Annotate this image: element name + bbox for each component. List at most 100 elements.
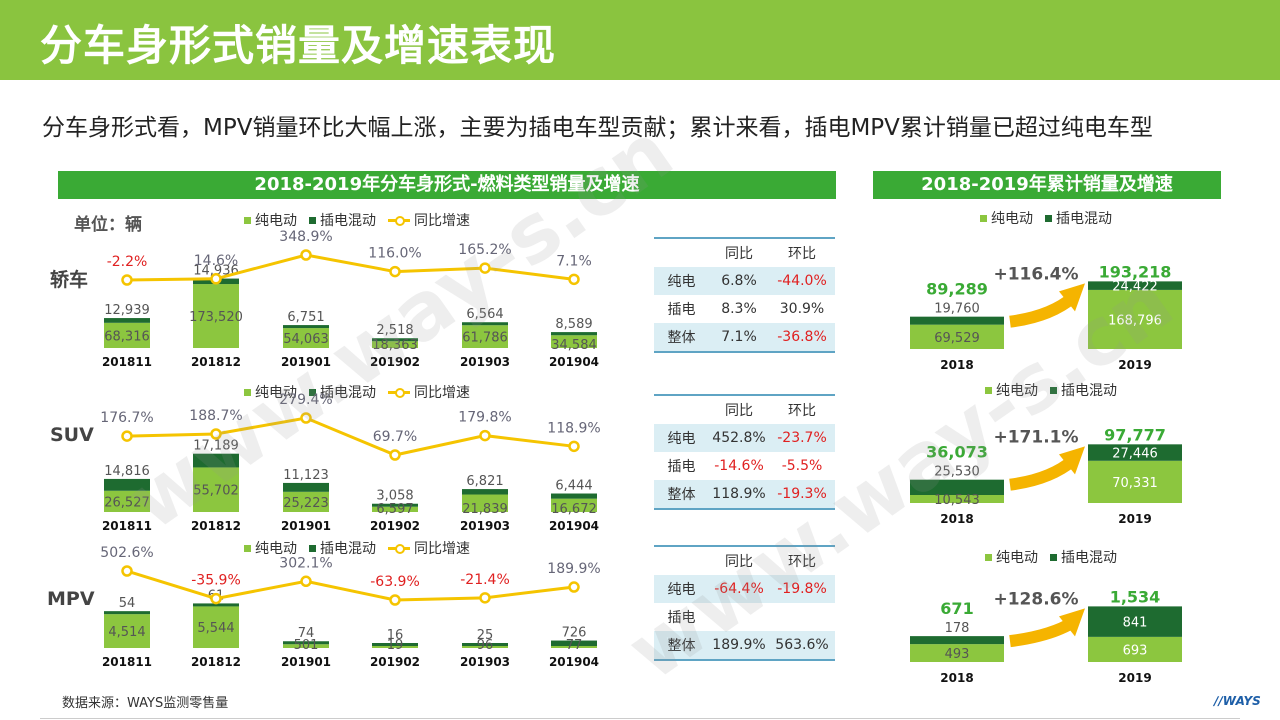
bar-ev (372, 646, 418, 648)
stat-table-suv: 同比 环比 纯电 452.8% -23.7% 插电 -14.6% -5.5% 整体 118.… (654, 396, 835, 508)
growth-label: 502.6% (100, 545, 153, 561)
growth-label: -2.2% (107, 254, 148, 270)
growth-label: 118.9% (547, 420, 600, 436)
category-label: 2019 (1118, 671, 1151, 685)
category-label: 201812 (191, 655, 241, 669)
right-section-title: 2018-2019年累计销量及增速 (873, 171, 1221, 199)
legend-suv: 纯电动 插电混动 同比增速 (244, 382, 482, 402)
bar-phev (104, 611, 150, 615)
bar-phev (193, 603, 239, 607)
legend-phev-label: 插电混动 (320, 541, 376, 557)
table-rule (654, 659, 835, 661)
bar-ev-label: 5,544 (197, 621, 234, 636)
row-label-sedan: 轿车 (50, 269, 89, 291)
growth-point (210, 428, 222, 440)
table-header-mom: 环比 (788, 403, 816, 419)
growth-line-icon (388, 216, 410, 226)
growth-point (121, 274, 133, 286)
growth-label: 189.9% (547, 561, 600, 577)
bar-ev-label: 77 (566, 638, 583, 653)
category-label: 2018 (940, 512, 973, 526)
cum-phev-label: 25,530 (934, 465, 980, 480)
cum-bar-phev (1088, 281, 1182, 290)
growth-label: 176.7% (100, 410, 153, 426)
legend-phev-label: 插电混动 (320, 385, 376, 401)
growth-arrow (1009, 455, 1077, 491)
bar-ev (462, 646, 508, 648)
bar-phev-label: 54 (119, 596, 136, 611)
cum-bar-phev (910, 479, 1004, 495)
category-label: 201902 (370, 355, 420, 369)
table-row-label: 纯电 (654, 267, 709, 295)
arrow-head-icon (1059, 446, 1085, 475)
bar-phev-label: 6,751 (287, 310, 324, 325)
bar-ev-label: 68,316 (104, 329, 150, 344)
bar-phev-label: 17,189 (193, 439, 239, 454)
bar-ev (551, 646, 597, 648)
table-row-label: 插电 (667, 302, 696, 318)
title-bar: 分车身形式销量及增速表现 (0, 0, 1280, 80)
cum-ev-label: 69,529 (934, 331, 980, 346)
table-row-label: 插电 (667, 459, 696, 475)
cum-bar-phev (910, 316, 1004, 325)
cum-bar-phev (1088, 606, 1182, 637)
bar-phev (462, 489, 508, 495)
logo-mark-icon: ∕∕ (1214, 694, 1223, 708)
bar-phev (283, 325, 329, 329)
cum-growth-label: +171.1% (993, 427, 1078, 447)
legend-phev-label: 插电混动 (1061, 550, 1117, 566)
growth-line-icon (388, 388, 410, 398)
table-rule (654, 237, 835, 239)
bar-phev-label: 14,816 (104, 464, 150, 479)
category-label: 201811 (102, 655, 152, 669)
category-label: 201903 (460, 655, 510, 669)
bar-phev-label: 3,058 (376, 489, 413, 504)
table-cell-yoy: 118.9% (709, 480, 769, 508)
growth-label: -63.9% (370, 574, 420, 590)
table-cell-mom: -36.8% (769, 323, 835, 351)
legend-ev-label: 纯电动 (255, 385, 297, 401)
cum-phev-label: 24,422 (1112, 280, 1158, 295)
growth-arrow (1009, 292, 1077, 328)
growth-point (389, 265, 401, 278)
data-source: 数据来源：WAYS监测零售量 (62, 696, 229, 711)
bar-ev (104, 614, 150, 648)
legend-phev-label: 插电混动 (320, 213, 376, 229)
growth-label: 14.6% (194, 253, 238, 269)
cum-bar-phev (910, 636, 1004, 645)
category-label: 201903 (460, 519, 510, 533)
cum-total-label: 97,777 (1104, 425, 1166, 444)
bar-ev-label: 173,520 (189, 310, 243, 325)
category-label: 2019 (1118, 512, 1151, 526)
table-cell-mom: -5.5% (781, 458, 823, 474)
legend-ev-label: 纯电动 (996, 383, 1038, 399)
bar-phev-label: 12,939 (104, 303, 150, 318)
row-label-mpv: MPV (47, 588, 95, 610)
bar-ev-label: 21,839 (462, 502, 508, 517)
growth-point (568, 440, 580, 453)
table-cell-mom: -19.3% (769, 480, 835, 508)
stat-table-mpv: 同比 环比 纯电 -64.4% -19.8% 插电 整体 189.9% 563.6% (654, 547, 835, 659)
bar-phev-label: 25 (477, 628, 494, 643)
growth-label: 165.2% (458, 242, 511, 258)
bar-phev-label: 6,821 (466, 474, 503, 489)
category-label: 201901 (281, 655, 331, 669)
cum-bar-ev (910, 495, 1004, 503)
growth-label: 279.4% (279, 392, 332, 408)
table-rule (654, 508, 835, 510)
bar-ev-label: 6,597 (376, 502, 413, 517)
table-cell-mom: 30.9% (779, 301, 825, 317)
category-label: 201904 (549, 655, 599, 669)
table-cell-yoy: 189.9% (709, 631, 769, 659)
cum-phev-label: 178 (945, 621, 970, 636)
table-cell-yoy: -14.6% (714, 458, 764, 474)
growth-label: -21.4% (460, 572, 510, 588)
cum-ev-label: 493 (945, 647, 970, 662)
bar-ev (193, 284, 239, 348)
legend-growth-label: 同比增速 (414, 541, 470, 557)
cum-total-label: 1,534 (1110, 587, 1161, 606)
page-title: 分车身形式销量及增速表现 (40, 21, 557, 70)
bar-ev (283, 644, 329, 648)
bar-ev (283, 328, 329, 348)
